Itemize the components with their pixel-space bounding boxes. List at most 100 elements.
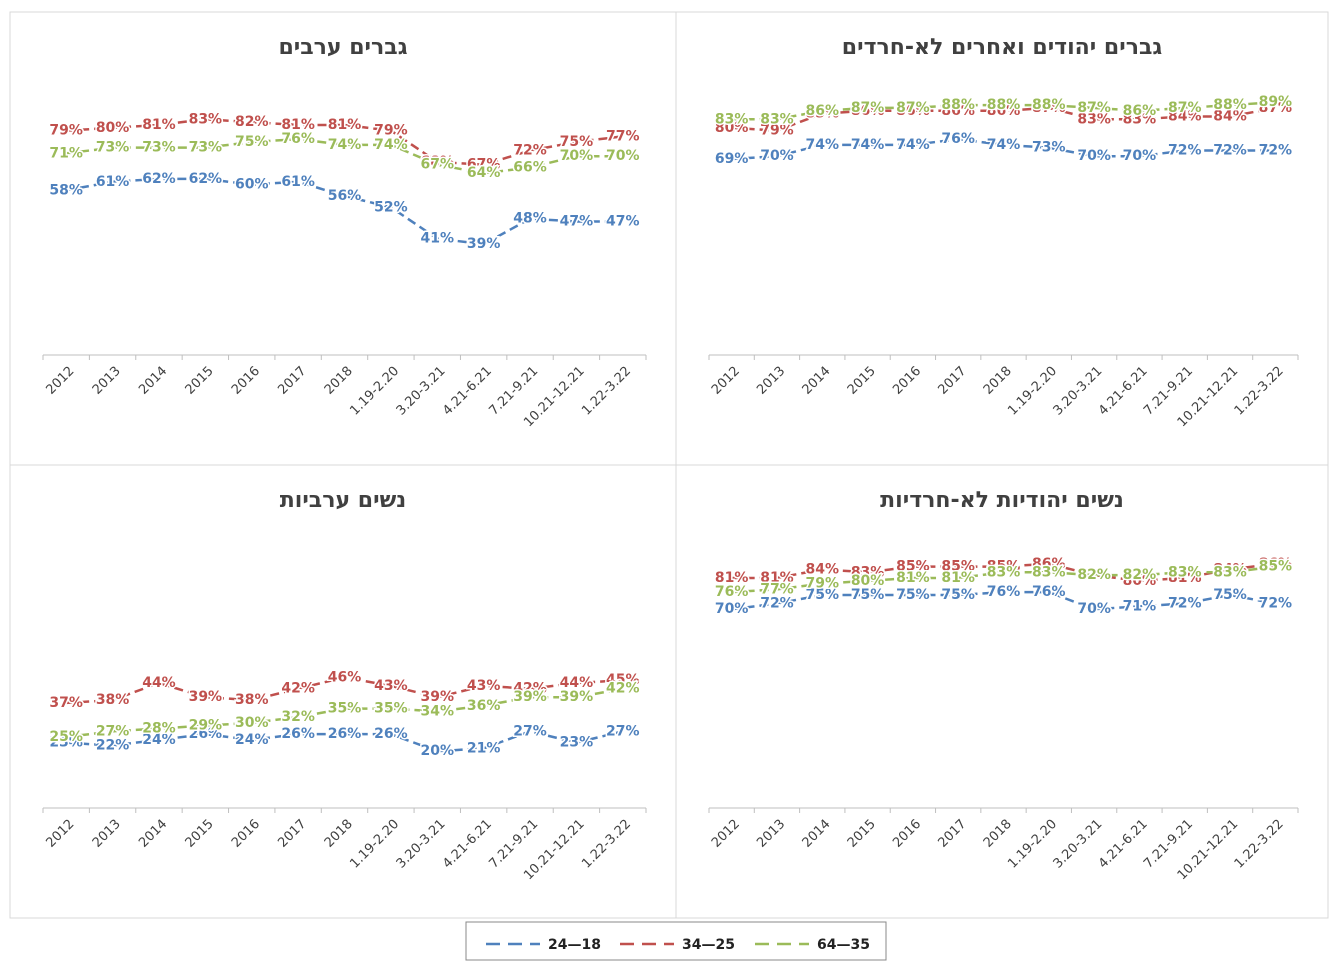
data-label: 24% bbox=[235, 732, 269, 748]
data-label: 85% bbox=[896, 559, 930, 575]
data-label: 85% bbox=[1259, 559, 1293, 575]
data-label: 68% bbox=[421, 154, 455, 170]
x-tick-label: 2015 bbox=[845, 364, 879, 398]
x-tick-label: 2018 bbox=[981, 364, 1015, 398]
x-tick-label: 2012 bbox=[709, 364, 743, 398]
x-tick-label: 2012 bbox=[43, 817, 77, 851]
data-label: 84% bbox=[806, 561, 840, 577]
data-label: 86% bbox=[1123, 103, 1157, 119]
data-label: 38% bbox=[96, 692, 130, 708]
series-line bbox=[66, 118, 623, 166]
x-tick-label: 2017 bbox=[935, 364, 969, 398]
data-label: 77% bbox=[606, 128, 640, 144]
x-tick-label: 2018 bbox=[322, 364, 356, 398]
data-label: 86% bbox=[851, 103, 885, 119]
data-label: 70% bbox=[715, 601, 749, 617]
data-label: 70% bbox=[1077, 601, 1111, 617]
x-tick-label: 2018 bbox=[981, 817, 1015, 851]
x-tick-label: 2012 bbox=[43, 364, 77, 398]
data-label: 76% bbox=[715, 584, 749, 600]
data-label: 75% bbox=[560, 134, 594, 150]
data-label: 72% bbox=[1259, 143, 1293, 159]
data-label: 48% bbox=[513, 211, 547, 227]
data-label: 81% bbox=[896, 570, 930, 586]
data-label: 80% bbox=[1123, 573, 1157, 589]
data-label: 88% bbox=[1032, 97, 1066, 113]
chart-title: גברים יהודים ואחרים לא-חרדים bbox=[842, 35, 1163, 60]
data-label: 47% bbox=[606, 214, 640, 230]
data-label: 82% bbox=[1077, 567, 1111, 583]
data-label: 76% bbox=[281, 131, 315, 147]
data-label: 73% bbox=[189, 140, 223, 156]
data-label: 21% bbox=[467, 740, 501, 756]
data-label: 88% bbox=[941, 97, 975, 113]
series-line bbox=[731, 565, 1276, 594]
data-label: 56% bbox=[328, 188, 362, 204]
x-tick-label: 2016 bbox=[890, 364, 924, 398]
data-label: 83% bbox=[1077, 111, 1111, 127]
data-label: 74% bbox=[851, 137, 885, 153]
data-label: 81% bbox=[941, 570, 975, 586]
series-line bbox=[66, 687, 624, 739]
data-label: 83% bbox=[1168, 564, 1202, 580]
x-tick-label: 3.20-3.21 bbox=[394, 364, 449, 419]
data-label: 43% bbox=[374, 678, 408, 694]
data-label: 83% bbox=[1123, 111, 1157, 127]
data-label: 67% bbox=[467, 157, 501, 173]
series-line bbox=[731, 562, 1276, 583]
x-tick-label: 2013 bbox=[754, 364, 788, 398]
data-label: 83% bbox=[1213, 564, 1247, 580]
data-label: 87% bbox=[896, 100, 930, 116]
data-label: 39% bbox=[189, 689, 223, 705]
data-label: 47% bbox=[560, 214, 594, 230]
data-label: 84% bbox=[1213, 561, 1247, 577]
x-tick-label: 2014 bbox=[800, 817, 834, 851]
data-label: 32% bbox=[281, 709, 315, 725]
data-label: 61% bbox=[281, 174, 315, 190]
data-label: 67% bbox=[421, 157, 455, 173]
data-label: 79% bbox=[374, 123, 408, 139]
data-label: 75% bbox=[941, 587, 975, 603]
data-label: 29% bbox=[189, 718, 223, 734]
data-label: 60% bbox=[235, 177, 269, 193]
chart-title: נשים יהודיות לא-חרדיות bbox=[880, 488, 1124, 513]
data-label: 71% bbox=[49, 145, 83, 161]
data-label: 75% bbox=[235, 134, 269, 150]
data-label: 26% bbox=[189, 726, 223, 742]
x-tick-label: 2012 bbox=[709, 817, 743, 851]
x-tick-label: 1.22-3.22 bbox=[1232, 364, 1287, 419]
data-label: 82% bbox=[1123, 567, 1157, 583]
data-label: 79% bbox=[760, 123, 794, 139]
x-tick-label: 1.19-2.20 bbox=[347, 364, 402, 419]
data-label: 74% bbox=[374, 137, 408, 153]
x-tick-label: 1.22-3.22 bbox=[579, 364, 634, 419]
data-label: 39% bbox=[467, 236, 501, 252]
data-label: 87% bbox=[851, 100, 885, 116]
series-line bbox=[65, 177, 623, 246]
data-label: 27% bbox=[513, 723, 547, 739]
data-label: 80% bbox=[715, 120, 749, 136]
x-tick-label: 2016 bbox=[890, 817, 924, 851]
x-tick-label: 2017 bbox=[275, 817, 309, 851]
legend-label: 34—25 bbox=[682, 937, 735, 953]
panel-border bbox=[675, 464, 1329, 919]
data-label: 84% bbox=[1213, 108, 1247, 124]
data-label: 82% bbox=[1077, 567, 1111, 583]
data-label: 72% bbox=[1168, 143, 1202, 159]
data-label: 69% bbox=[715, 151, 749, 167]
data-label: 44% bbox=[142, 675, 176, 691]
data-label: 80% bbox=[851, 573, 885, 589]
data-label: 28% bbox=[142, 720, 176, 736]
x-tick-label: 2016 bbox=[229, 364, 263, 398]
data-label: 74% bbox=[806, 137, 840, 153]
data-label: 52% bbox=[374, 199, 408, 215]
data-label: 43% bbox=[467, 678, 501, 694]
data-label: 79% bbox=[49, 123, 83, 139]
x-tick-label: 2014 bbox=[136, 364, 170, 398]
data-label: 23% bbox=[49, 735, 83, 751]
data-label: 30% bbox=[235, 715, 269, 731]
data-label: 82% bbox=[235, 114, 269, 130]
data-label: 61% bbox=[96, 174, 130, 190]
data-label: 76% bbox=[941, 131, 975, 147]
data-label: 73% bbox=[96, 140, 130, 156]
